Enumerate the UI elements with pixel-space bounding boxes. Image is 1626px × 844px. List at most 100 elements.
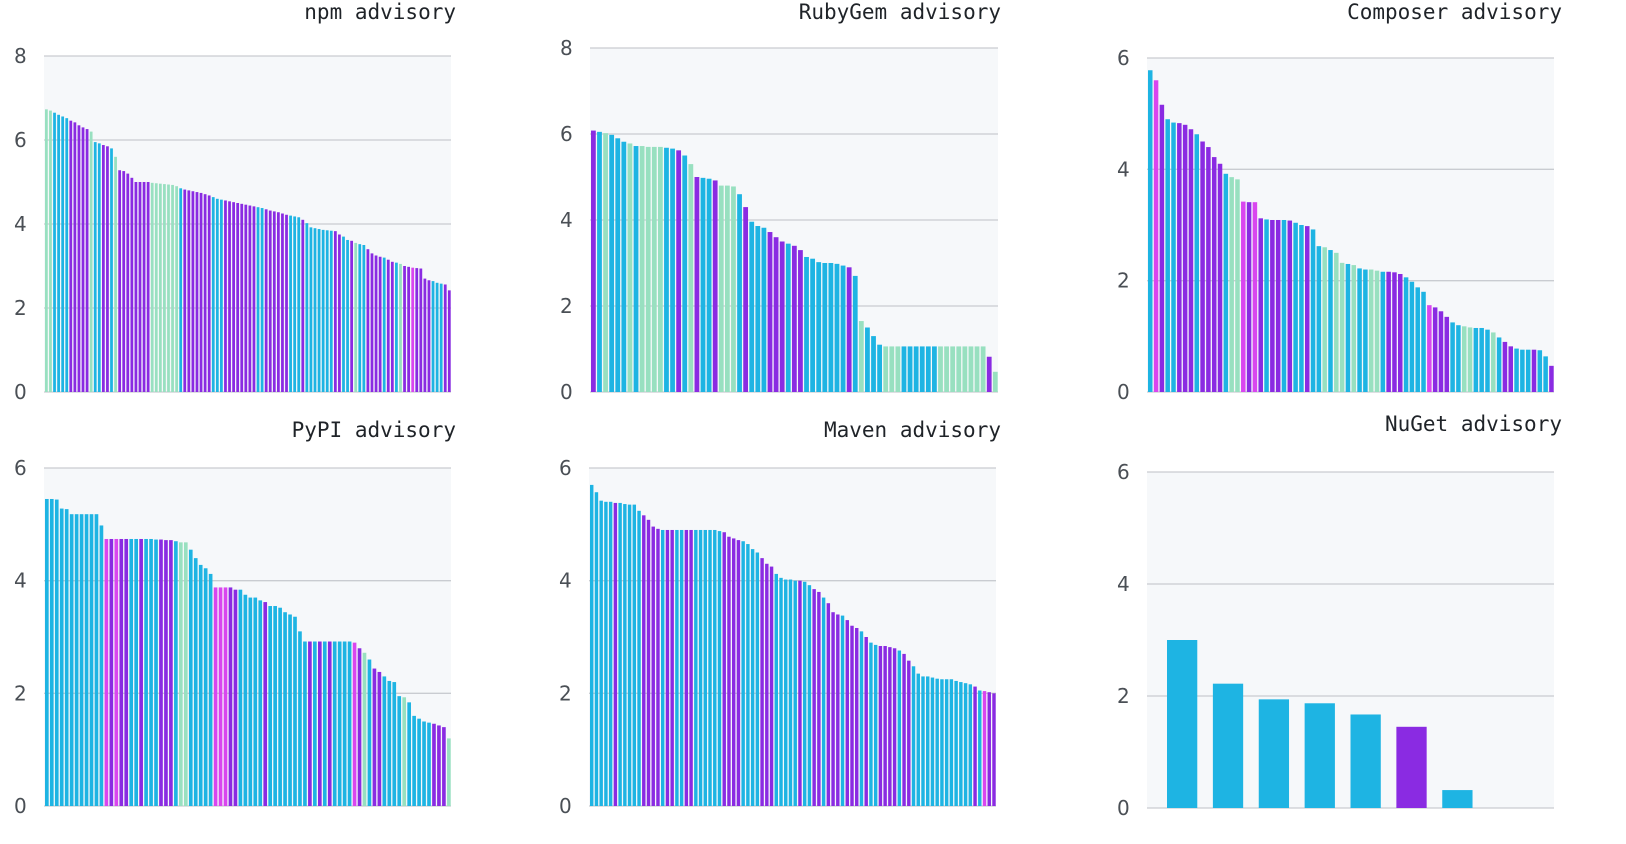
y-tick-label: 6 (1117, 460, 1130, 484)
chart-panel-rubygem: RubyGem advisory 0 2 4 6 8 (545, 0, 1001, 405)
bar (223, 587, 228, 806)
bar (1543, 356, 1548, 392)
bar (895, 346, 901, 392)
bar (963, 683, 968, 806)
bar (1177, 123, 1182, 392)
bar (828, 263, 834, 392)
bar (1252, 202, 1258, 392)
bar (713, 529, 717, 806)
bar (785, 243, 791, 392)
bar (700, 177, 706, 392)
bar (268, 210, 272, 392)
bar (129, 538, 134, 806)
bar (840, 615, 845, 806)
bar (402, 697, 407, 806)
bar (114, 156, 117, 392)
bar (883, 646, 887, 806)
bar (1386, 271, 1391, 392)
chart-panel-npm: npm advisory 0 2 4 6 8 (0, 0, 456, 405)
bar (244, 204, 248, 392)
bar (342, 236, 345, 392)
bar (260, 208, 264, 392)
bar (1316, 246, 1322, 392)
bar (665, 529, 670, 806)
bar (718, 185, 724, 392)
bar (802, 581, 807, 806)
bar (238, 589, 243, 806)
bar (146, 182, 150, 392)
bar (1357, 268, 1362, 392)
bar (919, 346, 925, 392)
y-tick-label: 8 (560, 36, 573, 60)
bar (938, 346, 943, 392)
bar (236, 203, 240, 392)
bar (664, 147, 669, 392)
y-tick-label: 4 (14, 212, 27, 236)
bar (342, 641, 347, 806)
bar (962, 346, 968, 392)
bar (750, 549, 755, 806)
bar (986, 356, 992, 392)
bar (443, 284, 447, 392)
bar (656, 528, 660, 806)
bar (69, 514, 74, 806)
bar (138, 182, 142, 392)
bar (89, 514, 94, 806)
bar (154, 183, 158, 392)
bar (144, 538, 148, 806)
bar (1322, 247, 1327, 392)
bar (109, 538, 114, 806)
bar (119, 538, 124, 806)
chart-rubygem: 0 2 4 6 8 (560, 36, 998, 404)
bar (99, 525, 104, 806)
y-tick-label: 6 (1117, 46, 1130, 70)
bar (1514, 348, 1519, 392)
bar (1153, 80, 1159, 393)
bar (309, 227, 313, 392)
bar (878, 646, 883, 806)
chart-composer: 0 2 4 6 (1117, 46, 1554, 404)
bar (679, 529, 684, 806)
bar (807, 585, 812, 806)
bar (1328, 250, 1333, 392)
bar (248, 597, 253, 806)
bar (382, 257, 386, 392)
bar (199, 192, 203, 392)
chart-title: PyPI advisory (291, 418, 456, 442)
bar (987, 692, 991, 806)
y-tick-label: 2 (1117, 684, 1130, 708)
bar (203, 194, 207, 392)
bar (325, 230, 329, 392)
bar (243, 594, 248, 806)
bar (609, 134, 615, 393)
bar (1194, 134, 1200, 392)
chart-panel-maven: Maven advisory 0 2 4 6 (545, 418, 1001, 838)
y-tick-label: 4 (560, 208, 573, 232)
bar (873, 644, 878, 806)
bar (432, 723, 436, 806)
bar (357, 648, 362, 806)
bar (594, 492, 599, 806)
bar (1304, 703, 1335, 808)
y-tick-label: 4 (1117, 157, 1130, 181)
bar (1508, 346, 1513, 392)
bar (1403, 277, 1409, 392)
bar (362, 245, 366, 392)
bar (198, 564, 203, 806)
bar (1442, 790, 1473, 808)
bar (118, 170, 122, 392)
bar (362, 652, 367, 806)
bar (122, 171, 126, 392)
bar (89, 131, 93, 392)
bar (1299, 225, 1304, 392)
bar (169, 540, 173, 806)
bar (415, 268, 419, 392)
bar (608, 501, 613, 806)
bar (888, 647, 892, 806)
y-tick-label: 0 (1117, 796, 1130, 820)
bar (773, 237, 779, 392)
bar (337, 641, 342, 806)
bar (94, 514, 99, 806)
bar (1223, 173, 1229, 392)
bar (675, 529, 679, 806)
